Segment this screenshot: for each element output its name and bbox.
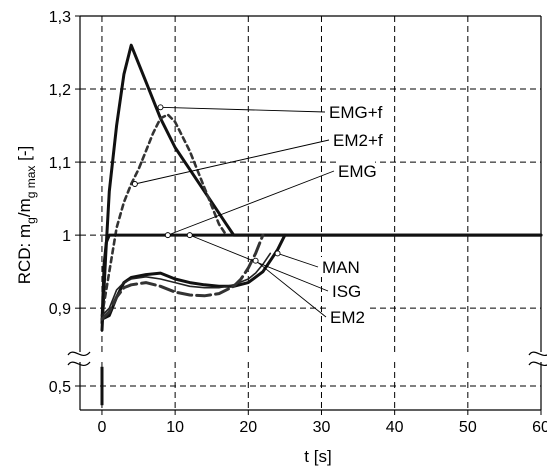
label-em2: EM2 <box>330 308 365 327</box>
y-tick-label: 0,9 <box>49 301 71 318</box>
y-tick-label: 1,3 <box>49 9 71 26</box>
marker-em2 <box>252 257 259 264</box>
label-man: MAN <box>322 258 360 277</box>
axes <box>67 15 547 415</box>
label-em2-f: EM2+f <box>333 131 383 150</box>
grid <box>80 16 541 410</box>
label-bg <box>331 130 392 150</box>
marker-emg-f <box>157 104 164 111</box>
x-axis-title: t [s] <box>304 447 331 466</box>
series-lines <box>100 43 543 406</box>
label-emg-f: EMG+f <box>329 103 383 122</box>
marker-man <box>274 250 281 257</box>
label-bg <box>320 257 359 277</box>
series-emg <box>100 233 543 325</box>
leader-emg <box>167 170 335 236</box>
leader-em2-f <box>134 139 330 185</box>
y-tick-label-lower: 0,5 <box>49 379 71 396</box>
leader-em2 <box>255 260 327 318</box>
series-isg <box>101 252 272 317</box>
series-em2-f <box>100 113 228 317</box>
marker-em2-f <box>131 181 138 187</box>
axis-break-left-top <box>67 351 91 357</box>
x-tick-label: 50 <box>459 419 477 436</box>
axis-break-right-top <box>528 351 547 357</box>
x-tick-label: 20 <box>239 419 257 436</box>
y-tick-label: 1 <box>62 228 71 245</box>
x-tick-label: 0 <box>97 419 106 436</box>
y-tick-label: 1,2 <box>49 82 71 99</box>
annotations: EMG+f EM2+f EMG MAN ISG EM2 <box>131 102 392 327</box>
label-bg <box>328 307 367 327</box>
label-bg <box>336 161 375 181</box>
y-tick-label: 1,1 <box>49 155 71 172</box>
label-emg: EMG <box>338 162 377 181</box>
y-axis-title: RCD: mg/mg max [-] <box>15 146 38 285</box>
axis-break-left-bottom <box>67 361 91 367</box>
label-bg <box>330 281 369 301</box>
x-tick-label: 60 <box>532 419 547 436</box>
leader-man <box>277 252 319 268</box>
x-tick-label: 30 <box>313 419 331 436</box>
tick-labels: 0 10 20 30 40 50 60 1,3 1,2 1,1 1 0,9 0,5 <box>49 9 547 436</box>
series-em2 <box>100 233 265 321</box>
x-tick-label: 40 <box>386 419 404 436</box>
marker-emg <box>164 232 171 239</box>
axis-break-right-bottom <box>528 361 547 367</box>
label-isg: ISG <box>332 282 361 301</box>
x-tick-label: 10 <box>166 419 184 436</box>
marker-isg <box>186 232 193 239</box>
label-bg <box>327 102 388 122</box>
leader-emg-f <box>160 106 326 113</box>
